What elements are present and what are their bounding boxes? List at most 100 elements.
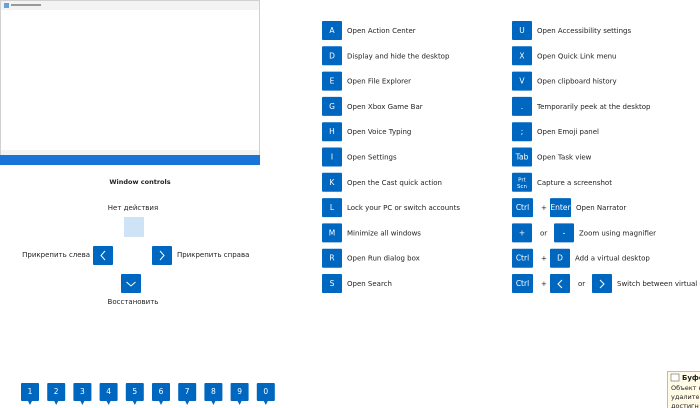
shortcut-label: Add a virtual desktop: [575, 255, 650, 263]
key-label: 0: [263, 387, 268, 396]
key-label: K: [330, 178, 336, 187]
label: Прикрепить слева: [22, 251, 90, 259]
shortcut-label: Switch between virtual desktops: [617, 280, 700, 288]
separator: or: [540, 229, 547, 237]
number-key[interactable]: [47, 383, 66, 401]
key[interactable]: [322, 21, 342, 40]
key[interactable]: [550, 248, 570, 268]
section-title: Window controls: [109, 178, 170, 186]
key[interactable]: [322, 122, 342, 142]
key-label: 4: [106, 387, 111, 396]
key-label: 6: [159, 387, 164, 396]
key-label: Ctrl: [516, 254, 529, 263]
number-key[interactable]: [125, 383, 144, 401]
key-label: 2: [54, 387, 59, 396]
key[interactable]: [322, 172, 342, 192]
chevron-icon: [557, 279, 563, 289]
key[interactable]: [512, 172, 532, 192]
key[interactable]: [512, 248, 533, 268]
number-key[interactable]: [152, 383, 170, 401]
shortcut-label: Temporarily peek at the desktop: [536, 103, 651, 111]
key-label: +: [519, 228, 525, 237]
key-label: ;: [521, 127, 524, 136]
key[interactable]: [322, 46, 342, 66]
shortcut-label: Open Search: [347, 280, 392, 288]
key[interactable]: [512, 147, 532, 167]
key[interactable]: [550, 198, 571, 218]
snap-right-button[interactable]: [152, 246, 172, 265]
separator: +: [541, 255, 547, 263]
no-action-tile[interactable]: [124, 217, 144, 237]
key[interactable]: [322, 248, 342, 268]
key[interactable]: [550, 274, 570, 293]
shortcut-label: Open Xbox Game Bar: [347, 103, 423, 111]
key-label: 9: [237, 387, 242, 396]
key[interactable]: [322, 71, 342, 91]
key-label: Scn: [517, 184, 528, 190]
key-label: M: [329, 228, 335, 237]
key-label: E: [330, 77, 335, 86]
key-label: V: [519, 77, 525, 86]
key-label: S: [330, 279, 335, 288]
key[interactable]: [512, 46, 532, 66]
key[interactable]: [322, 147, 342, 167]
separator: +: [541, 280, 547, 288]
separator: or: [578, 280, 585, 288]
notification-text: достигн: [671, 402, 699, 408]
key-label: A: [329, 26, 335, 35]
shortcut-label: Minimize all windows: [347, 229, 421, 237]
key-label: 3: [80, 387, 85, 396]
shortcut-label: Open Quick Link menu: [537, 52, 617, 60]
key[interactable]: [322, 223, 342, 243]
key[interactable]: [322, 96, 342, 116]
key-pointer: [159, 401, 163, 405]
shortcut-label: Open Narrator: [576, 204, 626, 212]
notification: Буфе: [667, 371, 700, 408]
shortcut-label: Open Settings: [347, 154, 397, 162]
key[interactable]: [554, 223, 574, 243]
key-label: 1: [28, 387, 33, 396]
key-pointer: [185, 401, 190, 405]
key[interactable]: [512, 274, 533, 293]
key[interactable]: [592, 274, 612, 293]
key-pointer: [28, 401, 32, 405]
key-pointer: [237, 401, 242, 405]
number-key[interactable]: [178, 383, 197, 401]
restore-button[interactable]: [121, 274, 141, 293]
key-label: .: [521, 102, 523, 111]
key[interactable]: [512, 122, 532, 142]
key-label: Prt: [518, 177, 526, 183]
window-preview: [0, 0, 260, 165]
shortcut-label: Open File Explorer: [347, 78, 411, 86]
key-label: R: [329, 254, 334, 263]
key-pointer: [211, 401, 216, 405]
shortcut-label: Display and hide the desktop: [347, 52, 450, 60]
shortcut-label: Open Action Center: [347, 27, 416, 35]
key[interactable]: [512, 198, 533, 218]
key-label: I: [331, 153, 333, 162]
key-pointer: [106, 401, 111, 405]
number-key[interactable]: [256, 383, 275, 401]
number-key[interactable]: [230, 383, 249, 401]
chevron-icon: [126, 281, 136, 287]
key-pointer: [263, 401, 268, 405]
number-key[interactable]: [21, 383, 39, 401]
key[interactable]: [512, 223, 532, 243]
snap-left-button[interactable]: [93, 246, 113, 265]
key[interactable]: [322, 198, 342, 218]
number-key[interactable]: [204, 383, 223, 401]
notification-text: Объект н: [671, 384, 700, 392]
key[interactable]: [512, 21, 532, 40]
key[interactable]: [512, 96, 532, 116]
separator: +: [541, 204, 547, 212]
key[interactable]: [512, 71, 532, 91]
key[interactable]: [322, 274, 342, 293]
shortcut-label: Zoom using magnifier: [579, 229, 656, 237]
label: Восстановить: [108, 298, 159, 306]
key-label: Ctrl: [516, 279, 529, 288]
number-key[interactable]: [99, 383, 118, 401]
label: Прикрепить справа: [177, 251, 249, 259]
key-label: Tab: [515, 153, 529, 162]
number-key[interactable]: [73, 383, 92, 401]
